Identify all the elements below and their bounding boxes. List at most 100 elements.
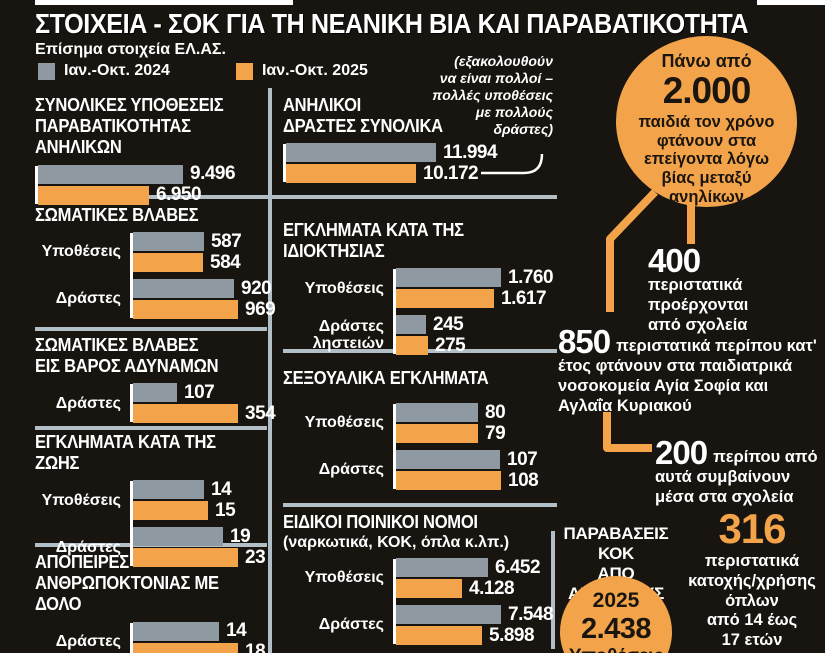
row-label: Δράστες bbox=[55, 632, 121, 650]
bar-value-label: 108 bbox=[508, 469, 539, 491]
chart-attempted-homicide: ΑΠΟΠΕΙΡΕΣ ΑΝΘΡΩΠΟΚΤΟΝΙΑΣ ΜΕ ΔΟΛΟ Δράστες… bbox=[35, 552, 267, 653]
bar-line: 23 bbox=[133, 546, 266, 568]
legend: Ιαν.-Οκτ. 2024 Ιαν.-Οκτ. 2025 bbox=[38, 62, 368, 80]
bar-value-label: 7.548 bbox=[508, 603, 554, 625]
legend-swatch-2025 bbox=[235, 62, 253, 80]
chart-title: ΣΩΜΑΤΙΚΕΣ ΒΛΑΒΕΣ bbox=[35, 205, 199, 225]
bar-pair: 920 969 bbox=[133, 278, 276, 320]
top-edge-bar-right bbox=[757, 0, 825, 5]
chart-row: Δράστες 14 18 bbox=[35, 620, 267, 653]
divider-h-left2 bbox=[35, 327, 267, 331]
chart-special-penal-laws: ΕΙΔΙΚΟΙ ΠΟΙΝΙΚΟΙ ΝΟΜΟΙ (ναρκωτικά, ΚΟΚ, … bbox=[283, 512, 555, 646]
chart-row: Δράστες 107 354 bbox=[35, 382, 276, 424]
chart-title: ΣΩΜΑΤΙΚΕΣ ΒΛΑΒΕΣ ΕΙΣ ΒΑΡΟΣ ΑΔΥΝΑΜΩΝ bbox=[35, 335, 219, 377]
er-circle-number: 2.000 bbox=[662, 69, 752, 111]
callout-316-number: 316 bbox=[718, 505, 786, 552]
chart-row: 9.496 6.950 bbox=[35, 163, 267, 206]
top-edge-bar-left bbox=[35, 0, 293, 5]
bar-line: 15 bbox=[133, 499, 236, 521]
bar-value-label: 11.994 bbox=[443, 141, 498, 163]
bar-line: 969 bbox=[133, 299, 276, 320]
chart-body: Υποθέσεις 80 79 Δράστες 107 108 bbox=[283, 401, 555, 491]
callout-200-text: περίπου από αυτά συμβαίνουν μέσα στα σχο… bbox=[655, 448, 818, 507]
chart-bodily-harm: ΣΩΜΑΤΙΚΕΣ ΒΛΑΒΕΣ Υποθέσεις 587 584 Δράστες 9… bbox=[35, 205, 276, 320]
row-label: Δράστες bbox=[55, 394, 121, 412]
bar-2025 bbox=[286, 164, 416, 184]
bar-value-label: 10.172 bbox=[423, 162, 479, 184]
chart-title: ΣΥΝΟΛΙΚΕΣ ΥΠΟΘΕΣΕΙΣ ΠΑΡΑΒΑΤΙΚΟΤΗΤΑΣ ΑΝΗΛ… bbox=[35, 95, 224, 158]
divider-h-left3 bbox=[35, 426, 267, 430]
kok-circle: 2025 2.438 Υποθέσεις bbox=[560, 576, 672, 653]
callout-400-schools: 400 περιστατικά προέρχονται από σχολεία bbox=[648, 244, 818, 336]
chart-body: Υποθέσεις 14 15 Δράστες 19 23 bbox=[35, 479, 267, 568]
bar-pair: 587 584 bbox=[133, 231, 242, 273]
bar-value-label: 79 bbox=[485, 422, 506, 444]
bar-line: 5.898 bbox=[396, 624, 553, 646]
row-label: Δράστες bbox=[55, 538, 121, 556]
chart-body: Υποθέσεις 1.760 1.617 Δράστες ληστειών 245 27… bbox=[283, 266, 555, 356]
bar-pair: 9.496 6.950 bbox=[38, 163, 236, 206]
bar-line: 6.950 bbox=[38, 184, 235, 206]
chart-body: 11.994 10.172 bbox=[283, 141, 545, 184]
row-label: Υποθέσεις bbox=[304, 414, 384, 432]
bar-pair: 6.452 4.128 bbox=[396, 556, 541, 599]
bar-value-label: 15 bbox=[215, 499, 236, 521]
bar-line: 920 bbox=[133, 278, 275, 299]
kok-circle-number: 2.438 bbox=[580, 613, 652, 646]
annotation-note: (εξακολουθούν να είναι πολλοί – πολλές υ… bbox=[432, 53, 553, 138]
chart-row: Υποθέσεις 80 79 bbox=[283, 401, 555, 444]
chart-minor-offenders-total: ΑΝΗΛΙΚΟΙ ΔΡΑΣΤΕΣ ΣΥΝΟΛΙΚΑ 11.994 10.172 bbox=[283, 95, 545, 184]
bar-value-label: 5.898 bbox=[489, 624, 535, 646]
bar-2024 bbox=[286, 143, 436, 163]
bar-line: 7.548 bbox=[396, 603, 554, 625]
chart-crimes-against-life: ΕΓΚΛΗΜΑΤΑ ΚΑΤΑ ΤΗΣ ΖΩΗΣ Υποθέσεις 14 15 Δρά… bbox=[35, 432, 267, 568]
bar-line: 10.172 bbox=[286, 162, 497, 184]
callout-200-number: 200 bbox=[655, 434, 708, 471]
bar-value-label: 6.452 bbox=[495, 556, 541, 578]
row-label: Υποθέσεις bbox=[304, 279, 384, 297]
page-title: ΣΤΟΙΧΕΙΑ - ΣΟΚ ΓΙΑ ΤΗ ΝΕΑΝΙΚΗ ΒΙΑ ΚΑΙ ΠΑ… bbox=[35, 8, 749, 39]
chart-row: Δράστες 7.548 5.898 bbox=[283, 603, 555, 646]
bar-2024 bbox=[133, 480, 204, 500]
bar-line: 79 bbox=[396, 422, 506, 444]
callout-316-text: περιστατικά κατοχής/χρήσης όπλων από 14 … bbox=[688, 552, 816, 650]
kok-circle-year: 2025 bbox=[592, 589, 640, 612]
chart-body: Δράστες 107 354 bbox=[35, 382, 276, 424]
chart-row: Δράστες 920 969 bbox=[35, 278, 276, 320]
bar-pair: 19 23 bbox=[133, 525, 266, 568]
bar-value-label: 6.950 bbox=[156, 184, 202, 206]
connector-line-200 bbox=[603, 412, 652, 452]
page-subtitle: Επίσημα στοιχεία ΕΛ.ΑΣ. bbox=[35, 41, 226, 58]
bar-value-label: 80 bbox=[485, 401, 506, 423]
bar-2024 bbox=[38, 164, 183, 184]
row-label: Δράστες bbox=[318, 461, 384, 479]
er-circle-pre: Πάνω από bbox=[661, 51, 752, 71]
bar-2025 bbox=[396, 471, 501, 491]
bar-line: 6.452 bbox=[396, 556, 541, 578]
legend-label-2024: Ιαν.-Οκτ. 2024 bbox=[64, 62, 170, 79]
bar-line: 107 bbox=[133, 382, 275, 403]
chart-row: 11.994 10.172 bbox=[283, 141, 545, 184]
chart-title: ΑΝΗΛΙΚΟΙ ΔΡΑΣΤΕΣ ΣΥΝΟΛΙΚΑ bbox=[283, 95, 443, 137]
bar-value-label: 23 bbox=[245, 546, 266, 568]
bar-value-label: 354 bbox=[245, 402, 276, 424]
bar-value-label: 1.617 bbox=[501, 287, 547, 309]
chart-harm-vulnerable: ΣΩΜΑΤΙΚΕΣ ΒΛΑΒΕΣ ΕΙΣ ΒΑΡΟΣ ΑΔΥΝΑΜΩΝ Δράσ… bbox=[35, 335, 276, 424]
bar-value-label: 1.760 bbox=[508, 266, 554, 288]
callout-200-in-schools: 200 περίπου από αυτά συμβαίνουν μέσα στα … bbox=[655, 434, 823, 508]
bar-2024 bbox=[396, 268, 501, 288]
bar-pair: 80 79 bbox=[396, 401, 506, 444]
bar-pair: 14 15 bbox=[133, 479, 236, 521]
bar-value-label: 19 bbox=[230, 525, 251, 547]
legend-label-2025: Ιαν.-Οκτ. 2025 bbox=[261, 62, 368, 79]
row-label: Δράστες bbox=[318, 616, 384, 634]
divider-h1 bbox=[35, 195, 557, 199]
bar-value-label: 18 bbox=[245, 641, 266, 653]
chart-row: Δράστες 19 23 bbox=[35, 525, 267, 568]
bar-line: 80 bbox=[396, 401, 506, 423]
divider-h-mid3 bbox=[283, 503, 557, 507]
chart-row: Δράστες ληστειών 245 275 bbox=[283, 314, 555, 356]
bar-pair: 107 108 bbox=[396, 449, 539, 491]
bar-2025 bbox=[38, 185, 149, 205]
